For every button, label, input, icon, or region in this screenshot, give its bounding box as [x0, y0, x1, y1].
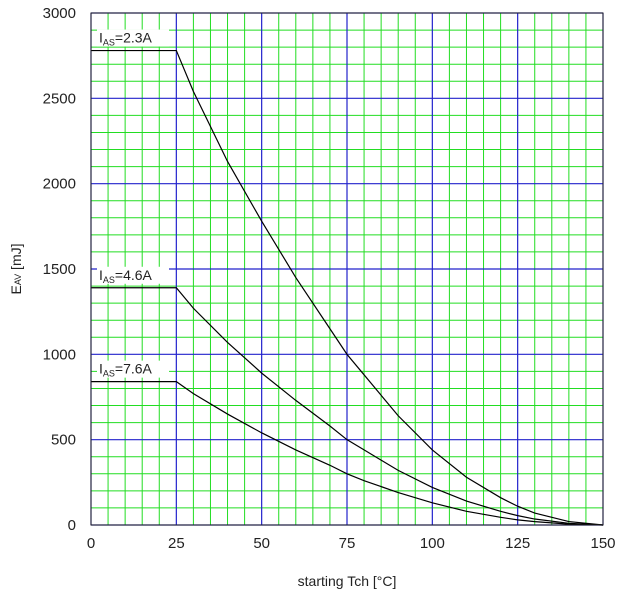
x-tick-label: 50: [253, 535, 270, 552]
x-tick-label: 75: [339, 535, 356, 552]
y-axis-title: EAV [mJ]: [8, 243, 24, 294]
plot-frame: [90, 12, 604, 526]
series-line: [91, 381, 604, 526]
y-tick-label: 3000: [43, 5, 76, 22]
series-annotations: IAS=2.3A IAS=4.6A IAS=7.6A: [97, 30, 169, 379]
y-axis-ticks: 0 500 1000 1500 2000 2500 3000: [43, 5, 76, 534]
series-label: IAS=4.6A: [97, 266, 169, 285]
series-line: [91, 287, 604, 526]
x-tick-label: 25: [168, 535, 185, 552]
series-line: [91, 49, 604, 526]
y-tick-label: 1000: [43, 346, 76, 363]
x-tick-label: 125: [505, 535, 530, 552]
svg-text:IAS=7.6A: IAS=7.6A: [99, 361, 153, 379]
x-tick-label: 150: [590, 535, 615, 552]
svg-text:IAS=2.3A: IAS=2.3A: [99, 30, 153, 48]
y-tick-label: 500: [51, 432, 76, 449]
x-tick-label: 100: [420, 535, 445, 552]
y-tick-label: 2000: [43, 176, 76, 193]
y-tick-label: 1500: [43, 261, 76, 278]
x-tick-label: 0: [87, 535, 95, 552]
x-axis-ticks: 0 25 50 75 100 125 150: [87, 535, 616, 552]
series-lines: [91, 49, 604, 526]
x-axis-title: starting Tch [°C]: [298, 573, 397, 589]
y-tick-label: 2500: [43, 90, 76, 107]
svg-text:IAS=4.6A: IAS=4.6A: [99, 267, 153, 285]
series-label: IAS=7.6A: [97, 360, 169, 379]
y-tick-label: 0: [68, 517, 76, 534]
series-label: IAS=2.3A: [97, 30, 169, 48]
